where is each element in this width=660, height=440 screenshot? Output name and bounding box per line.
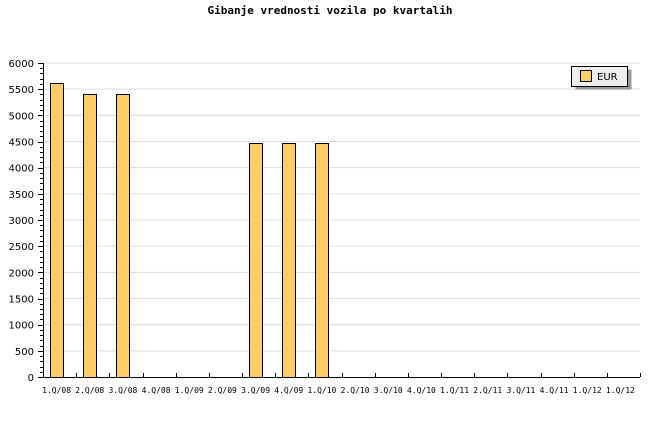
x-tick-label: 2.Q/10 [341, 386, 370, 395]
chart-title: Gibanje vrednosti vozila po kvartalih [207, 4, 453, 17]
x-tick-label: 2.Q/08 [75, 386, 104, 395]
x-tick-label: 4.Q/10 [407, 386, 436, 395]
bar [83, 94, 97, 378]
y-tick-label: 5500 [9, 85, 34, 96]
x-tick-label: 1.Q/10 [307, 386, 336, 395]
y-tick-label: 1000 [9, 321, 34, 332]
bar [50, 83, 64, 378]
x-tick-label: 1.Q/12 [573, 386, 602, 395]
bar [315, 143, 329, 378]
y-tick-label: 4500 [9, 138, 34, 149]
y-tick-label: 5000 [9, 111, 34, 122]
x-tick-label: 4.Q/09 [274, 386, 303, 395]
x-tick-label: 3.Q/10 [374, 386, 403, 395]
y-tick-label: 2000 [9, 268, 34, 279]
y-tick-label: 6000 [9, 59, 34, 70]
y-tick-label: 3000 [9, 216, 34, 227]
legend-swatch [580, 70, 592, 82]
x-tick-label: 3.Q/08 [108, 386, 137, 395]
x-tick-label: 2.Q/11 [473, 386, 502, 395]
y-tick-label: 0 [28, 373, 34, 384]
x-tick-label: 1.Q/09 [175, 386, 204, 395]
y-tick-label: 3500 [9, 190, 34, 201]
y-tick-label: 1500 [9, 295, 34, 306]
x-tick-label: 4.Q/11 [540, 386, 569, 395]
x-tick-label: 3.Q/09 [241, 386, 270, 395]
y-tick-label: 500 [15, 347, 34, 358]
bar [282, 143, 296, 378]
x-tick-label: 3.Q/11 [506, 386, 535, 395]
bar [116, 94, 130, 378]
x-tick-label: 1.Q/08 [42, 386, 71, 395]
y-tick-label: 2500 [9, 242, 34, 253]
x-tick-label: 1.Q/11 [440, 386, 469, 395]
legend-label: EUR [597, 72, 618, 83]
bar [249, 143, 263, 378]
x-tick-label: 2.Q/09 [208, 386, 237, 395]
y-tick-label: 4000 [9, 164, 34, 175]
x-tick-label: 1.Q/12 [606, 386, 635, 395]
x-tick-label: 4.Q/08 [142, 386, 171, 395]
